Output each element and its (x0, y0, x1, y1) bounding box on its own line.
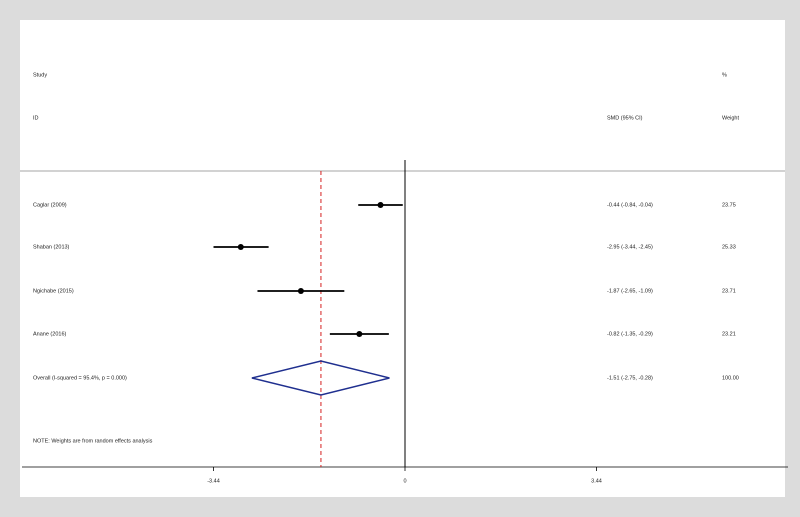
point-estimate (377, 202, 384, 208)
weight-label: 23.71 (722, 288, 736, 294)
overall-diamond (251, 360, 390, 396)
header-effect: SMD (95% CI) (607, 115, 643, 121)
effect-label: -0.44 (-0.84, -0.04) (607, 202, 653, 208)
effect-label: -1.87 (-2.65, -1.09) (607, 288, 653, 294)
header-weight: Weight (722, 115, 739, 121)
header-study: Study (33, 72, 47, 78)
study-label: Anane (2016) (33, 331, 66, 337)
overall-weight-label: 100.00 (722, 375, 739, 381)
x-tick-label: 0 (403, 478, 406, 484)
weight-label: 23.21 (722, 331, 736, 337)
effect-label: -0.82 (-1.35, -0.29) (607, 331, 653, 337)
x-tick-label: 3.44 (591, 478, 602, 484)
header-id: ID (33, 115, 39, 121)
study-label: Ngichabe (2015) (33, 288, 74, 294)
overall-label: Overall (I-squared = 95.4%, p = 0.000) (33, 375, 127, 381)
weight-label: 25.33 (722, 244, 736, 250)
effect-label: -2.95 (-3.44, -2.45) (607, 244, 653, 250)
study-label: Shaban (2013) (33, 244, 70, 250)
study-label: Caglar (2009) (33, 202, 67, 208)
point-estimate (356, 331, 363, 337)
overall-effect-label: -1.51 (-2.75, -0.28) (607, 375, 653, 381)
point-estimate (237, 244, 244, 250)
plot-background (20, 20, 785, 497)
point-estimate (297, 288, 304, 294)
x-tick-label: -3.44 (207, 478, 220, 484)
header-percent: % (722, 72, 727, 78)
weight-label: 23.75 (722, 202, 736, 208)
note: NOTE: Weights are from random effects an… (33, 438, 153, 444)
